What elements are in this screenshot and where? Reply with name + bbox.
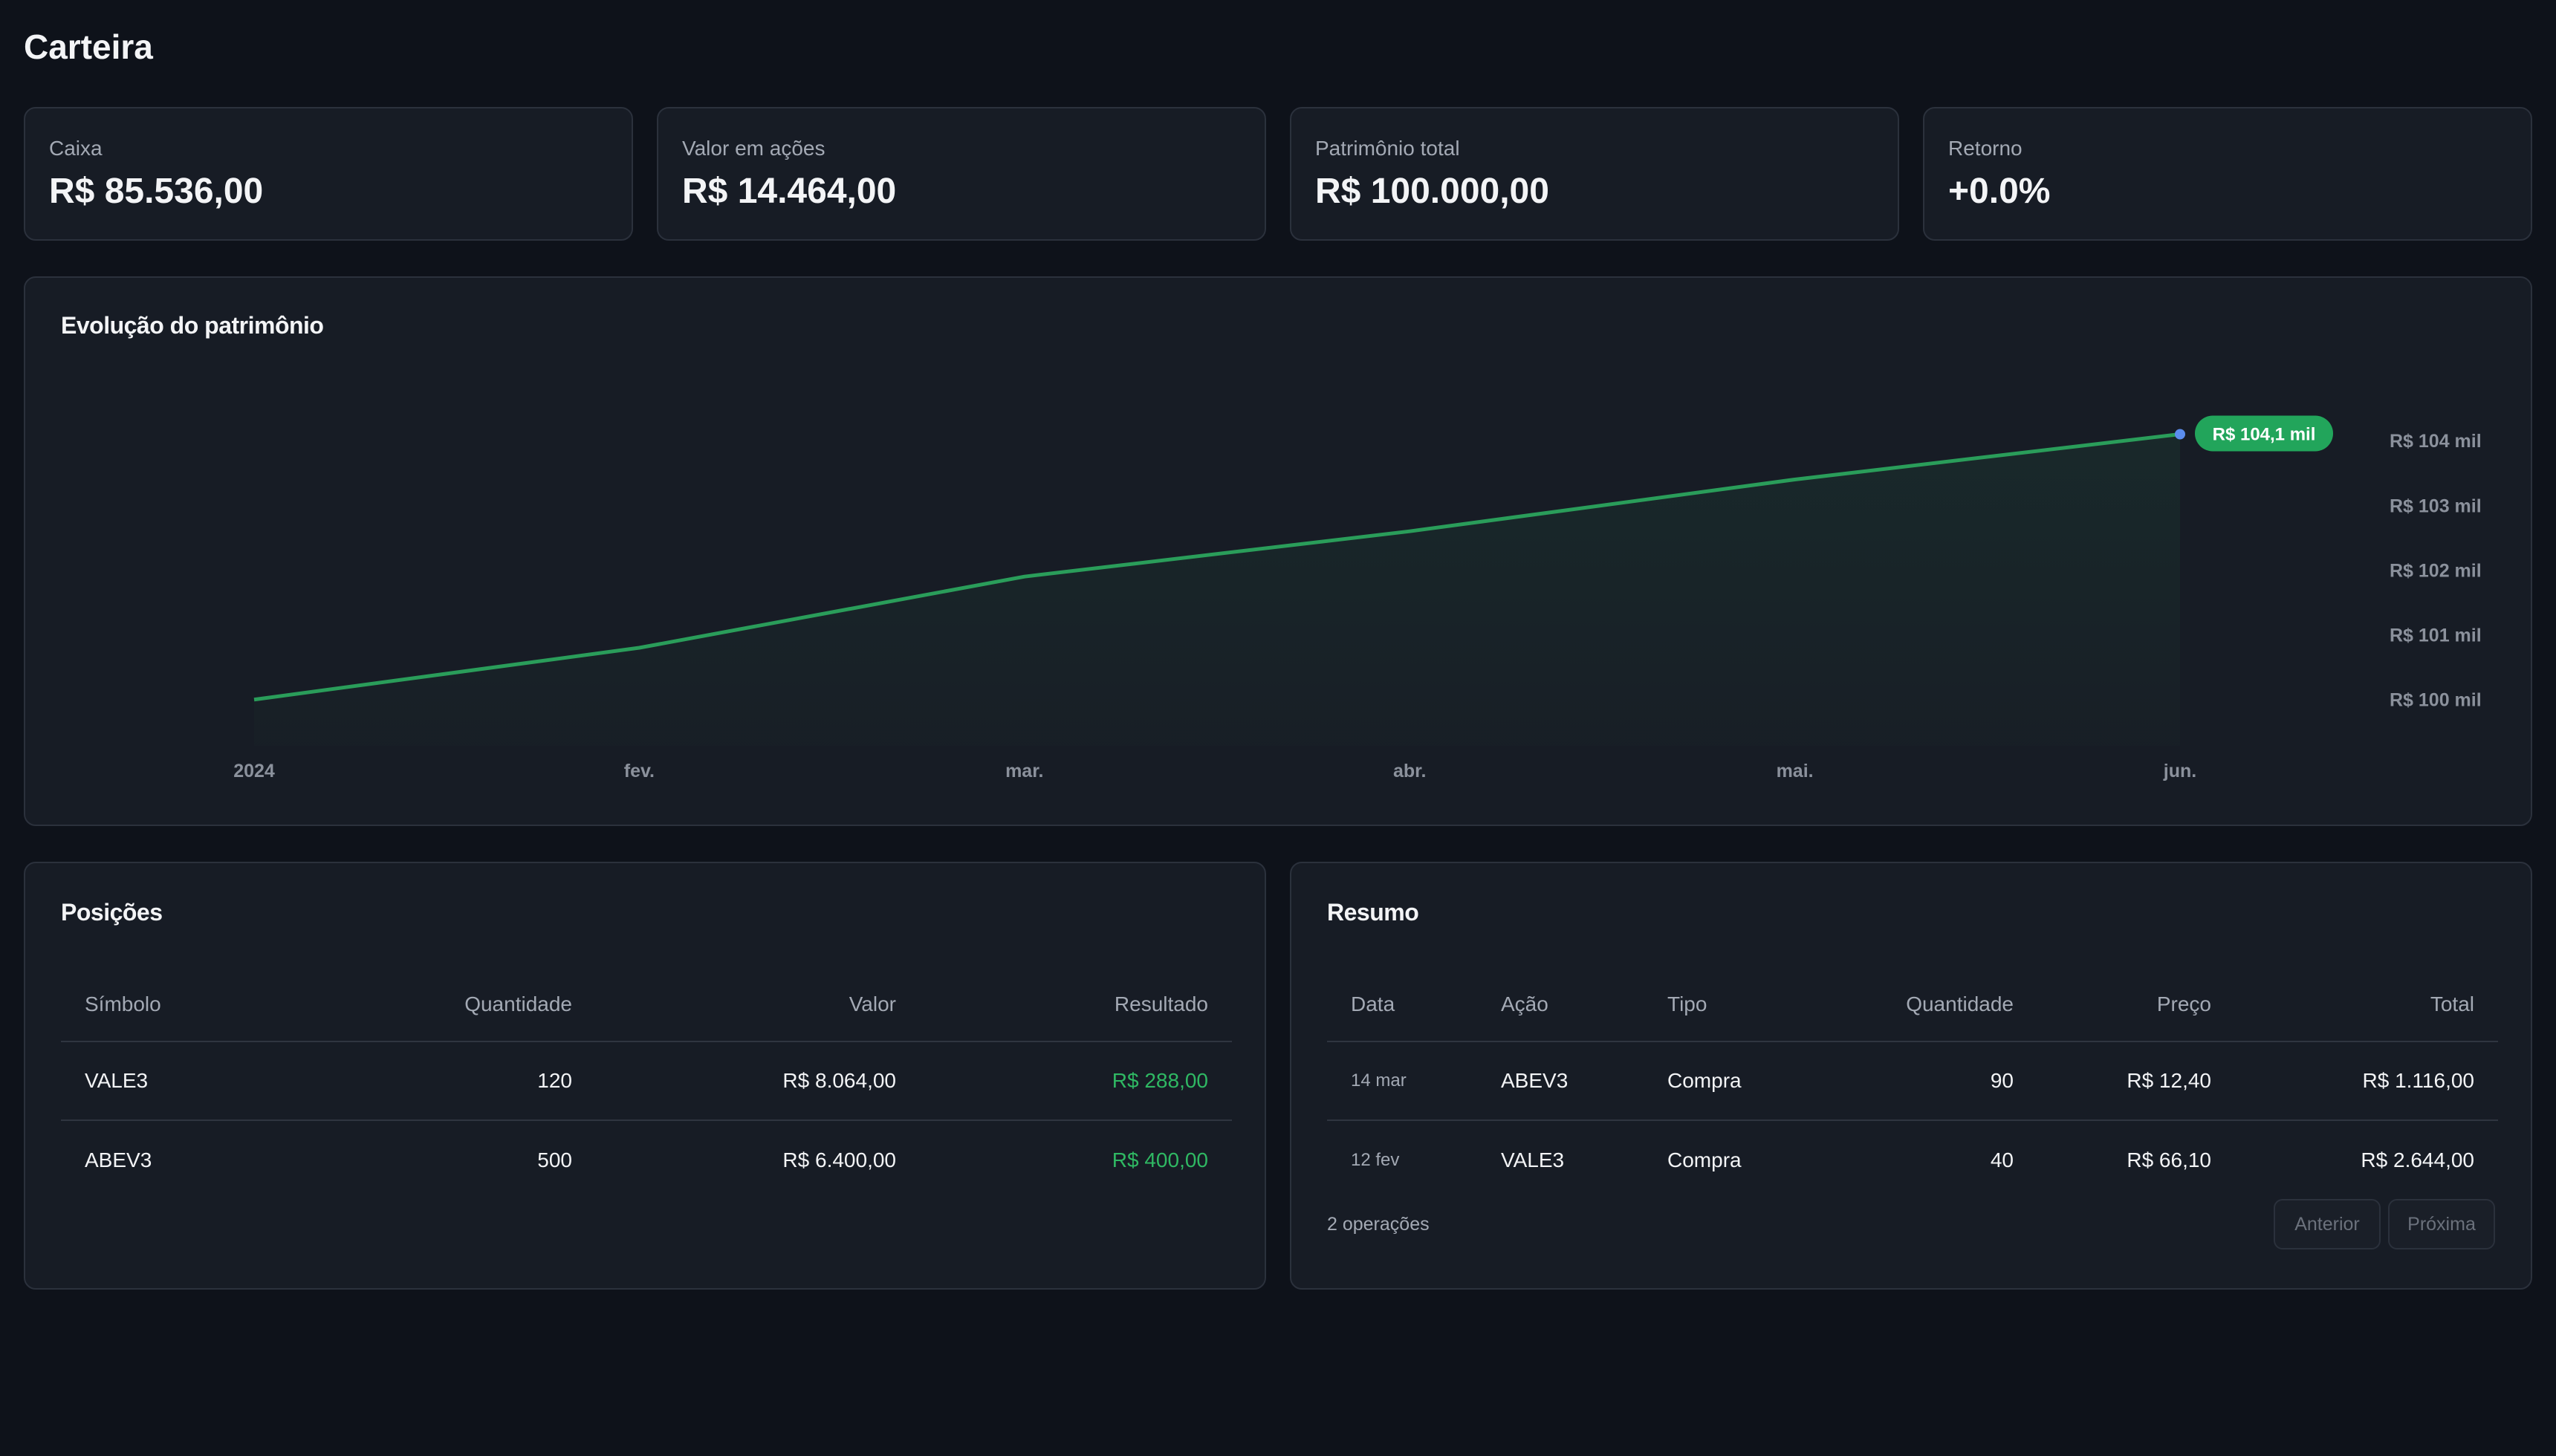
column-header-total: Total — [2235, 967, 2498, 1042]
column-header-quantity: Quantidade — [306, 967, 596, 1042]
cell-quantity: 90 — [1990, 1069, 2014, 1092]
cell-date: 12 fev — [1327, 1119, 1477, 1199]
summary-panel: Resumo Data Ação Tipo Quantidade Preço T… — [1290, 862, 2532, 1290]
cell-stock: ABEV3 — [1501, 1069, 1569, 1092]
table-row[interactable]: ABEV3 500 R$ 6.400,00 R$ 400,00 — [61, 1119, 1232, 1199]
previous-page-button[interactable]: Anterior — [2274, 1199, 2381, 1249]
chart-title: Evolução do patrimônio — [61, 312, 324, 339]
y-tick-label: R$ 101 mil — [2390, 625, 2482, 646]
positions-table: Símbolo Quantidade Valor Resultado VALE3… — [61, 967, 1232, 1199]
x-tick-label: 2024 — [233, 761, 275, 781]
table-row[interactable]: VALE3 120 R$ 8.064,00 R$ 288,00 — [61, 1041, 1232, 1120]
cell-price: R$ 66,10 — [2037, 1119, 2235, 1199]
equity-area — [254, 434, 2180, 746]
stat-value: +0.0% — [1948, 172, 2051, 211]
cell-price: R$ 12,40 — [2127, 1069, 2211, 1092]
y-tick-label: R$ 104 mil — [2390, 431, 2482, 452]
stat-value: R$ 85.536,00 — [49, 172, 264, 211]
cell-quantity: 120 — [537, 1069, 572, 1092]
column-header-type: Tipo — [1644, 967, 1814, 1042]
equity-chart: 2024 fev. mar. abr. mai. jun. R$ 100 mil R$ 10… — [233, 415, 2482, 781]
y-tick-label: R$ 100 mil — [2390, 690, 2482, 711]
y-tick-label: R$ 102 mil — [2390, 560, 2482, 581]
cell-quantity: 40 — [1814, 1119, 2037, 1199]
positions-title: Posições — [61, 899, 163, 926]
last-value-badge — [2195, 415, 2333, 452]
cell-value: R$ 8.064,00 — [782, 1069, 896, 1092]
last-point-marker — [2175, 429, 2185, 440]
stat-card-return: Retorno +0.0% — [1923, 107, 2532, 241]
stat-label: Caixa — [49, 137, 103, 160]
last-value-label: R$ 104,1 mil — [2213, 424, 2316, 444]
cell-quantity: 500 — [306, 1119, 596, 1199]
column-header-price: Preço — [2037, 967, 2235, 1042]
column-header-symbol: Símbolo — [61, 967, 306, 1042]
x-tick-label: fev. — [624, 761, 655, 781]
x-tick-label: mai. — [1777, 761, 1814, 781]
cell-result: R$ 400,00 — [920, 1119, 1232, 1199]
operations-count: 2 operações — [1327, 1214, 1430, 1235]
table-row[interactable]: 12 fev VALE3 Compra 40 R$ 66,10 R$ 2.644… — [1327, 1119, 2498, 1199]
cell-type: Compra — [1667, 1069, 1742, 1092]
cell-value: R$ 6.400,00 — [596, 1119, 920, 1199]
table-row[interactable]: 14 mar ABEV3 Compra 90 R$ 12,40 R$ 1.116… — [1327, 1041, 2498, 1120]
x-tick-label: jun. — [2163, 761, 2196, 781]
cell-total: R$ 2.644,00 — [2235, 1119, 2498, 1199]
stat-card-cash: Caixa R$ 85.536,00 — [24, 107, 633, 241]
page-title: Carteira — [24, 27, 153, 66]
equity-line — [253, 432, 2181, 702]
stat-label: Valor em ações — [682, 137, 825, 160]
x-tick-label: mar. — [1005, 761, 1043, 781]
y-tick-label: R$ 103 mil — [2390, 495, 2482, 516]
stat-label: Patrimônio total — [1315, 137, 1460, 160]
cell-date: 14 mar — [1351, 1070, 1407, 1091]
stat-card-total-equity: Patrimônio total R$ 100.000,00 — [1290, 107, 1899, 241]
cell-stock: VALE3 — [1477, 1119, 1644, 1199]
column-header-result: Resultado — [920, 967, 1232, 1042]
next-page-button[interactable]: Próxima — [2388, 1199, 2495, 1249]
table-header-row: Data Ação Tipo Quantidade Preço Total — [1327, 967, 2498, 1042]
column-header-value: Valor — [596, 967, 920, 1042]
cell-total: R$ 1.116,00 — [2362, 1069, 2475, 1092]
column-header-date: Data — [1327, 967, 1477, 1042]
summary-table: Data Ação Tipo Quantidade Preço Total 14… — [1327, 967, 2498, 1199]
cell-type: Compra — [1644, 1119, 1814, 1199]
table-header-row: Símbolo Quantidade Valor Resultado — [61, 967, 1232, 1042]
cell-symbol: VALE3 — [85, 1069, 149, 1092]
column-header-stock: Ação — [1477, 967, 1644, 1042]
column-header-quantity: Quantidade — [1814, 967, 2037, 1042]
positions-panel: Posições Símbolo Quantidade Valor Result… — [24, 862, 1266, 1290]
cell-symbol: ABEV3 — [61, 1119, 306, 1199]
stat-value: R$ 100.000,00 — [1315, 172, 1549, 211]
stat-label: Retorno — [1948, 137, 2023, 160]
equity-chart-panel: Evolução do patrimônio 2024 fev. mar. abr. m… — [24, 276, 2532, 826]
stat-value: R$ 14.464,00 — [682, 172, 897, 211]
x-tick-label: abr. — [1393, 761, 1426, 781]
cell-result: R$ 288,00 — [1112, 1069, 1208, 1092]
summary-title: Resumo — [1327, 899, 1419, 926]
stat-card-stocks-value: Valor em ações R$ 14.464,00 — [657, 107, 1266, 241]
